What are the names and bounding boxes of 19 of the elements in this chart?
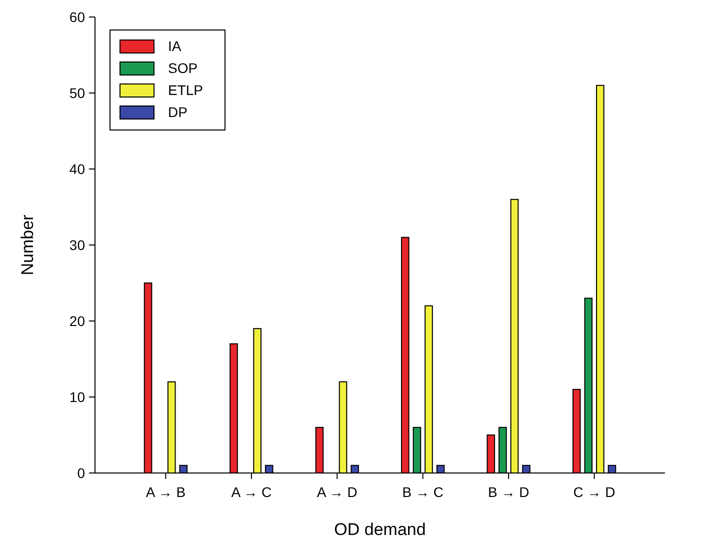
y-tick-label: 10: [69, 388, 86, 405]
x-tick-label: B → D: [488, 484, 530, 500]
y-tick-label: 0: [77, 464, 86, 481]
legend-label: SOP: [168, 60, 198, 76]
x-tick-label: A → B: [146, 484, 186, 500]
y-tick-label: 60: [69, 8, 86, 25]
x-tick-label: B → C: [402, 484, 444, 500]
x-axis-title: OD demand: [334, 520, 426, 539]
y-tick-label: 40: [69, 160, 86, 177]
x-tick-label: A → C: [231, 484, 272, 500]
legend-label: IA: [168, 38, 182, 54]
x-tick-label: A → D: [316, 484, 358, 500]
legend-label: ETLP: [168, 82, 204, 98]
y-tick-label: 20: [69, 312, 86, 329]
legend-label: DP: [168, 104, 188, 120]
x-tick-label: C → D: [573, 484, 616, 500]
y-tick-label: 30: [69, 236, 86, 253]
y-tick-label: 50: [69, 84, 86, 101]
y-axis-title: Number: [18, 214, 37, 276]
